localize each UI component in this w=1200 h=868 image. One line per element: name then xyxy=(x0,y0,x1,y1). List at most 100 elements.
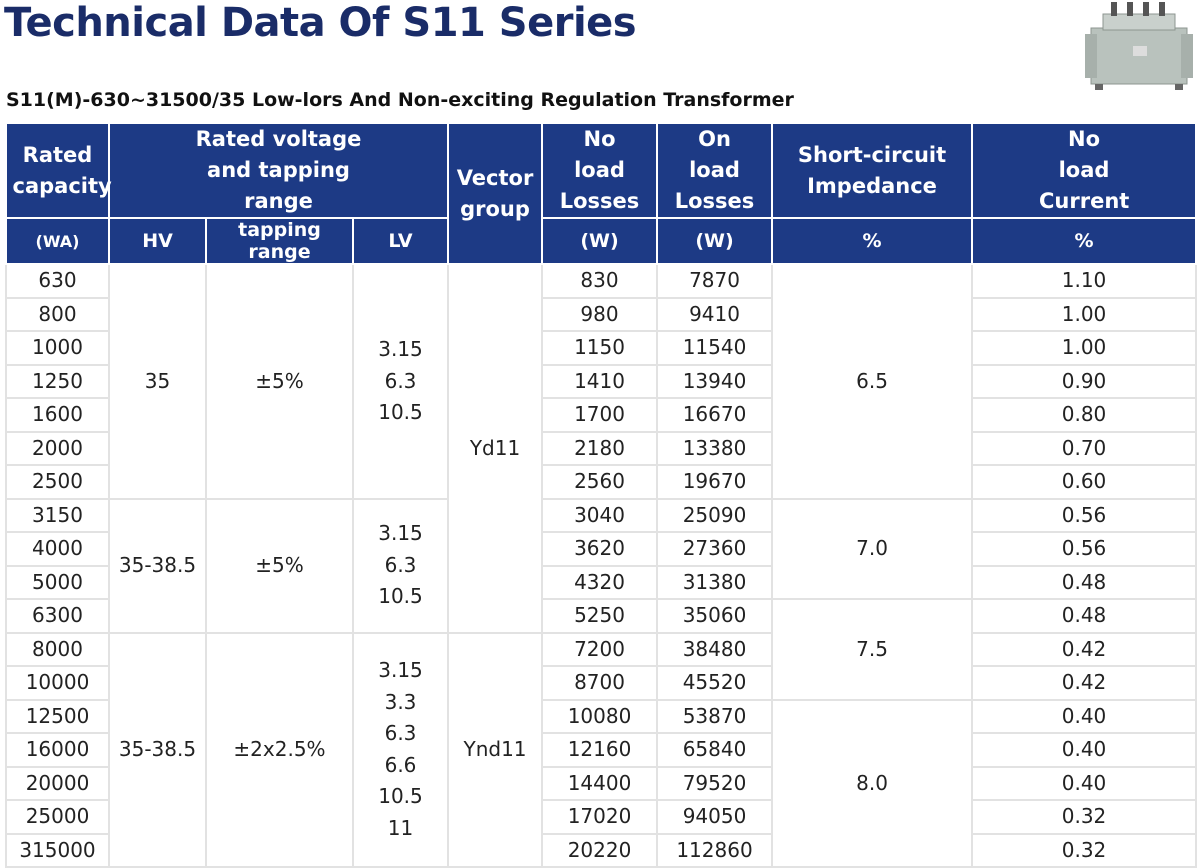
on-load-cell: 45520 xyxy=(656,665,774,701)
impedance-cell: 7.5 xyxy=(771,598,974,701)
header-cell: Vector group xyxy=(447,122,544,265)
tapping-cell: ±5% xyxy=(205,497,354,634)
on-load-cell: 7870 xyxy=(656,263,774,299)
table-row: 8000 35-38.5 ±2x2.5% 3.15 3.3 6.3 6.6 10.5 11 Ynd… xyxy=(5,631,1198,868)
table-row: 2500 2560 19670 0.60 xyxy=(5,464,1198,500)
header-cell: On load Losses xyxy=(656,122,774,219)
impedance-cell: 7.0 xyxy=(771,497,974,600)
no-load-cell: 2180 xyxy=(541,430,659,466)
hv-cell: 35 xyxy=(108,263,207,500)
lv-value: 3.15 xyxy=(378,658,423,683)
no-load-cell: 830 xyxy=(541,263,659,299)
lv-value: 3.15 xyxy=(378,521,423,546)
no-load-cell: 20220 xyxy=(541,832,659,868)
table-row: 5000 4320 31380 0.48 xyxy=(5,564,1198,600)
table-row: 20000 14400 79520 0.40 xyxy=(5,765,1198,801)
capacity-cell: 2000 xyxy=(5,430,110,466)
current-cell: 1.00 xyxy=(971,330,1198,366)
current-cell: 0.48 xyxy=(971,564,1198,600)
lv-value: 10.5 xyxy=(378,584,423,609)
table-row: 16000 12160 65840 0.40 xyxy=(5,732,1198,768)
no-load-cell: 1410 xyxy=(541,363,659,399)
capacity-cell: 25000 xyxy=(5,799,110,835)
no-load-cell: 12160 xyxy=(541,732,659,768)
lv-value: 10.5 xyxy=(378,400,423,424)
lv-value: 6.3 xyxy=(384,552,417,577)
table-row: 1000 1150 11540 1.00 xyxy=(5,330,1198,366)
on-load-cell: 16670 xyxy=(656,397,774,433)
no-load-cell: 1150 xyxy=(541,330,659,366)
lv-value: 3.3 xyxy=(384,689,417,714)
no-load-cell: 980 xyxy=(541,296,659,332)
on-load-cell: 11540 xyxy=(656,330,774,366)
on-load-cell: 31380 xyxy=(656,564,774,600)
table-row: 800 980 9410 1.00 xyxy=(5,296,1198,332)
lv-cell: 3.15 6.3 10.5 xyxy=(351,497,450,634)
capacity-cell: 16000 xyxy=(5,732,110,768)
unit-cell: (W) xyxy=(541,217,659,265)
current-cell: 0.70 xyxy=(971,430,1198,466)
current-cell: 0.80 xyxy=(971,397,1198,433)
on-load-cell: 13380 xyxy=(656,430,774,466)
table-row: 1600 1700 16670 0.80 xyxy=(5,397,1198,433)
current-cell: 1.10 xyxy=(971,263,1198,299)
tapping-cell: ±5% xyxy=(205,263,354,500)
unit-cell: HV xyxy=(108,217,207,265)
table-row: 10000 8700 45520 0.42 xyxy=(5,665,1198,701)
current-cell: 0.40 xyxy=(971,765,1198,801)
capacity-cell: 2500 xyxy=(5,464,110,500)
no-load-cell: 14400 xyxy=(541,765,659,801)
impedance-cell: 8.0 xyxy=(771,698,974,868)
vector-cell: Yd11 xyxy=(447,263,544,634)
hv-cell: 35-38.5 xyxy=(108,497,207,634)
lv-value: 6.3 xyxy=(384,721,417,746)
current-cell: 0.56 xyxy=(971,497,1198,533)
table-row: 630 35 ±5% 3.15 6.3 10.5 Yd11 830 7870 6.5 1.10 xyxy=(5,263,1198,634)
current-cell: 0.40 xyxy=(971,698,1198,734)
table-row: 2000 2180 13380 0.70 xyxy=(5,430,1198,466)
current-cell: 0.32 xyxy=(971,799,1198,835)
capacity-cell: 1250 xyxy=(5,363,110,399)
header-cell: Rated capacity xyxy=(5,122,112,219)
on-load-cell: 94050 xyxy=(656,799,774,835)
table-row: 3150 35-38.5 ±5% 3.15 6.3 10.5 3040 25090 7.0 0.5… xyxy=(5,497,1198,634)
header-cell: No load Losses xyxy=(541,122,659,219)
on-load-cell: 79520 xyxy=(656,765,774,801)
current-cell: 0.56 xyxy=(971,531,1198,567)
lv-value: 3.15 xyxy=(378,337,423,361)
page: Technical Data Of S11 Series S11(M)-630~… xyxy=(4,0,1198,868)
no-load-cell: 2560 xyxy=(541,464,659,500)
current-cell: 0.48 xyxy=(971,598,1198,634)
no-load-cell: 5250 xyxy=(541,598,659,634)
current-cell: 0.32 xyxy=(971,832,1198,868)
header-cell: Rated voltage and tapping range xyxy=(107,122,450,219)
capacity-cell: 6300 xyxy=(5,598,110,634)
capacity-cell: 3150 xyxy=(5,497,110,533)
no-load-cell: 3040 xyxy=(541,497,659,533)
hv-cell: 35-38.5 xyxy=(108,631,207,868)
table-row: 1250 1410 13940 0.90 xyxy=(5,363,1198,399)
capacity-cell: 630 xyxy=(5,263,110,299)
unit-cell: (WA) xyxy=(5,217,110,265)
unit-cell: (W) xyxy=(656,217,774,265)
current-cell: 0.42 xyxy=(971,665,1198,701)
header-cell: Short-circuit Impedance xyxy=(771,122,974,219)
on-load-cell: 35060 xyxy=(656,598,774,634)
vector-cell: Ynd11 xyxy=(447,631,544,868)
unit-cell: % xyxy=(771,217,974,265)
lv-value: 6.6 xyxy=(384,752,417,777)
unit-cell: % xyxy=(971,217,1198,265)
on-load-cell: 53870 xyxy=(656,698,774,734)
lv-value: 6.3 xyxy=(384,368,417,393)
on-load-cell: 9410 xyxy=(656,296,774,332)
impedance-cell: 6.5 xyxy=(771,263,974,500)
on-load-cell: 112860 xyxy=(656,832,774,868)
capacity-cell: 315000 xyxy=(5,832,110,868)
table-body: 630 35 ±5% 3.15 6.3 10.5 Yd11 830 7870 6.5 1.10 800… xyxy=(5,263,1198,868)
no-load-cell: 10080 xyxy=(541,698,659,734)
on-load-cell: 38480 xyxy=(656,631,774,667)
current-cell: 0.60 xyxy=(971,464,1198,500)
capacity-cell: 4000 xyxy=(5,531,110,567)
lv-cell: 3.15 6.3 10.5 xyxy=(351,263,450,500)
on-load-cell: 25090 xyxy=(656,497,774,533)
